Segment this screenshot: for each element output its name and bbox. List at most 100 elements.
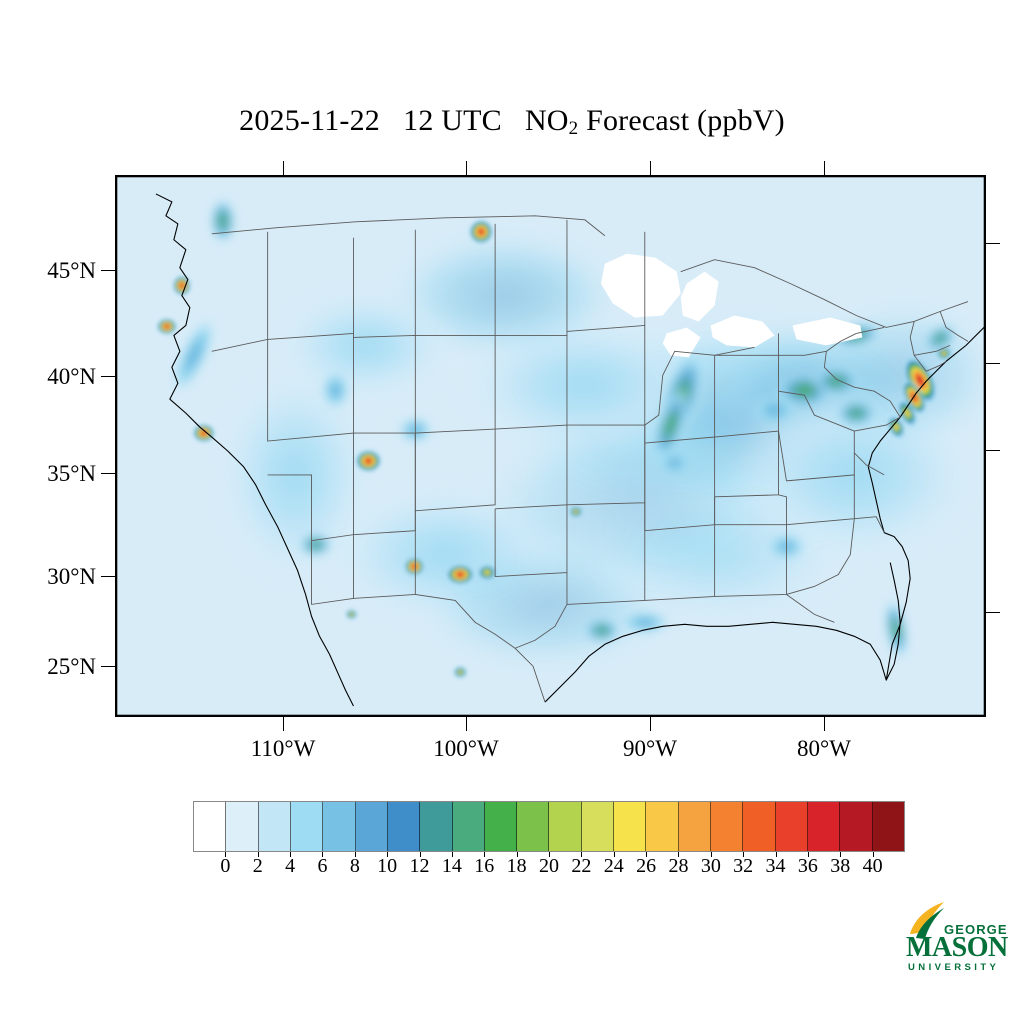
label-lon-110: 110°W xyxy=(250,736,316,761)
tick-right-1 xyxy=(986,243,1000,244)
colorbar-tick-38 xyxy=(840,852,842,857)
state-boundaries xyxy=(211,215,969,703)
label-lon-100: 100°W xyxy=(433,736,499,761)
colorbar-label-30: 30 xyxy=(700,855,721,877)
tick-lat-35 xyxy=(101,473,115,474)
colorbar-gradient xyxy=(193,801,905,852)
colorbar-label-4: 4 xyxy=(285,855,296,877)
tick-lon-110 xyxy=(283,717,284,731)
colorbar-label-6: 6 xyxy=(317,855,328,877)
colorbar-label-40: 40 xyxy=(862,855,883,877)
colorbar-tick-10 xyxy=(387,852,389,857)
colorbar-label-24: 24 xyxy=(603,855,624,877)
colorbar-cell-16 xyxy=(711,802,744,851)
colorbar-tick-34 xyxy=(775,852,777,857)
logo-university-text: U N I V E R S I T Y xyxy=(908,962,996,973)
colorbar-cell-13 xyxy=(614,802,647,851)
colorbar-tick-18 xyxy=(516,852,518,857)
logo-georgetext: GEORGE xyxy=(944,922,1008,937)
colorbar-label-34: 34 xyxy=(765,855,786,877)
colorbar-label-12: 12 xyxy=(409,855,430,877)
no2-concentration-heatmap xyxy=(116,176,985,716)
tick-lat-45 xyxy=(101,270,115,271)
tick-lat-40 xyxy=(101,376,115,377)
colorbar-cell-1 xyxy=(226,802,259,851)
label-lat-25: 25°N xyxy=(47,654,96,679)
colorbar-tick-22 xyxy=(581,852,583,857)
coastline-outline xyxy=(155,193,985,707)
logo-mason-text: MASON xyxy=(906,932,1008,963)
title-time: 12 UTC xyxy=(403,104,502,137)
map-plot-area[interactable] xyxy=(115,175,986,717)
colorbar-cell-5 xyxy=(355,802,388,851)
colorbar-cell-19 xyxy=(807,802,841,851)
colorbar-cell-17 xyxy=(743,802,776,851)
tick-right-2 xyxy=(986,363,1000,364)
hotspot-plumes xyxy=(156,219,953,679)
regional-plumes xyxy=(173,198,956,659)
colorbar-tick-0 xyxy=(225,852,227,857)
title-suffix: Forecast (ppbV) xyxy=(578,104,785,137)
colorbar-ticks xyxy=(193,852,905,878)
label-lon-80: 80°W xyxy=(797,736,851,761)
colorbar-cell-18 xyxy=(775,802,808,851)
colorbar-label-38: 38 xyxy=(830,855,851,877)
page-title: 2025-11-22 12 UTC NO2 Forecast (ppbV) xyxy=(0,104,1024,140)
tick-lat-30 xyxy=(101,576,115,577)
colorbar-cell-12 xyxy=(581,802,615,851)
colorbar-label-32: 32 xyxy=(733,855,754,877)
colorbar-tick-6 xyxy=(322,852,324,857)
colorbar-cell-20 xyxy=(840,802,873,851)
tick-lon-100 xyxy=(466,717,467,731)
gmu-logo-mark: GEORGE MASON U N I V E R S I T Y xyxy=(906,902,1009,973)
colorbar-tick-26 xyxy=(646,852,648,857)
colorbar-tick-30 xyxy=(710,852,712,857)
tick-lat-25 xyxy=(101,666,115,667)
colorbar-tick-36 xyxy=(807,852,809,857)
colorbar-tick-labels: 0 2 4 6 8 10 12 14 16 18 20 22 24 26 28 30 32 34 36 38 40 xyxy=(193,855,905,885)
green-swoosh-icon xyxy=(916,908,944,939)
colorbar-label-28: 28 xyxy=(668,855,689,877)
colorbar-label-16: 16 xyxy=(474,855,495,877)
colorbar-label-0: 0 xyxy=(220,855,231,877)
colorbar-cell-15 xyxy=(678,802,711,851)
title-species-subscript: 2 xyxy=(568,118,579,139)
colorbar-cell-21 xyxy=(872,802,904,851)
colorbar-cell-4 xyxy=(323,802,356,851)
tick-right-3 xyxy=(986,450,1000,451)
great-lakes-water-mask xyxy=(600,253,863,358)
colorbar-cell-6 xyxy=(387,802,421,851)
colorbar-label-20: 20 xyxy=(539,855,559,877)
tick-top-lon-110 xyxy=(283,161,284,175)
colorbar-tick-28 xyxy=(678,852,680,857)
colorbar-cell-10 xyxy=(517,802,550,851)
gold-swoosh-icon xyxy=(910,902,944,934)
colorbar-label-8: 8 xyxy=(349,855,360,877)
tick-top-lon-80 xyxy=(824,161,825,175)
colorbar-tick-14 xyxy=(451,852,453,857)
colorbar-label-2: 2 xyxy=(252,855,263,877)
colorbar-tick-12 xyxy=(419,852,421,857)
colorbar-label-18: 18 xyxy=(506,855,527,877)
label-lat-45: 45°N xyxy=(47,258,96,283)
colorbar-cell-9 xyxy=(484,802,518,851)
tick-lon-90 xyxy=(650,717,651,731)
colorbar-tick-8 xyxy=(354,852,356,857)
map-border xyxy=(116,176,985,716)
colorbar-tick-20 xyxy=(549,852,550,857)
colorbar-tick-2 xyxy=(257,852,259,857)
colorbar-tick-4 xyxy=(290,852,292,857)
colorbar-cell-2 xyxy=(258,802,291,851)
colorbar-tick-16 xyxy=(484,852,486,857)
colorbar-cell-8 xyxy=(452,802,485,851)
label-lat-30: 30°N xyxy=(47,564,96,589)
tick-top-lon-90 xyxy=(650,161,651,175)
colorbar-cell-11 xyxy=(549,802,582,851)
label-lon-90: 90°W xyxy=(623,736,677,761)
colorbar-tick-24 xyxy=(613,852,615,857)
colorbar-label-36: 36 xyxy=(797,855,818,877)
colorbar[interactable] xyxy=(193,801,905,852)
george-mason-university-logo: GEORGE MASON U N I V E R S I T Y xyxy=(898,898,1010,980)
colorbar-cell-14 xyxy=(646,802,679,851)
tick-right-4 xyxy=(986,612,1000,613)
